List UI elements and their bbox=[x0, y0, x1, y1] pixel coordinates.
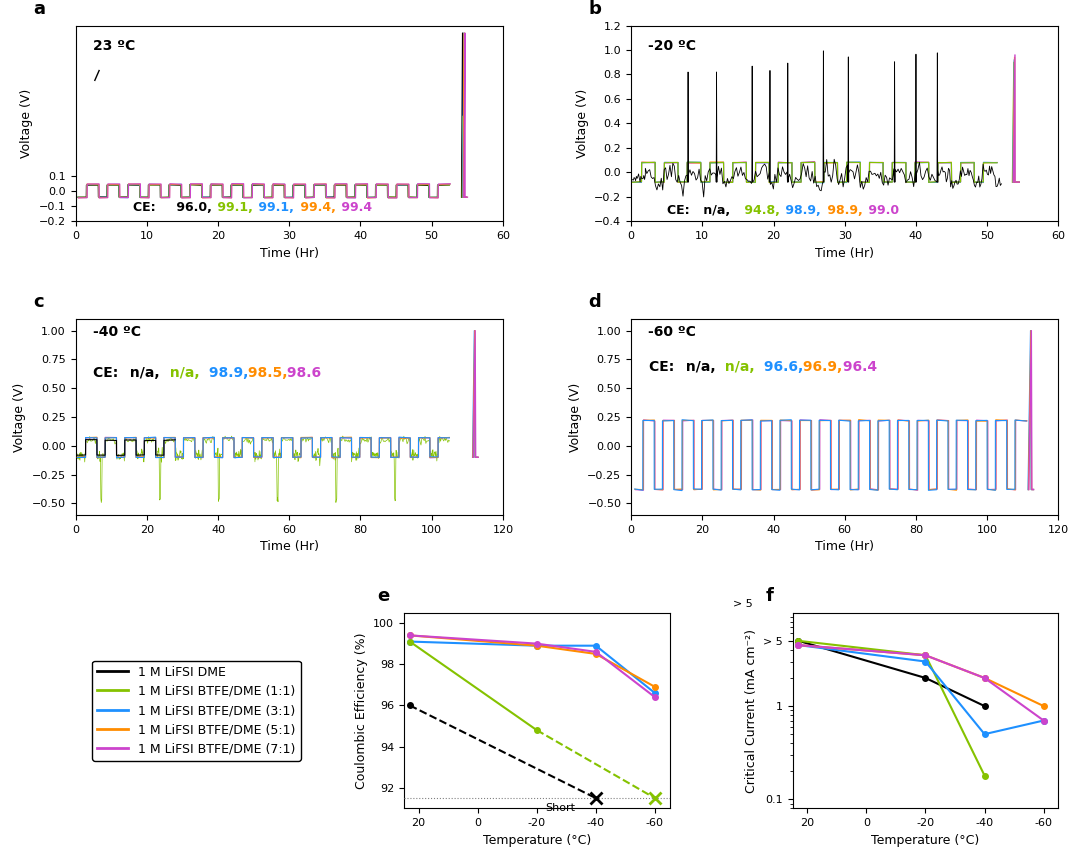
X-axis label: Temperature (°C): Temperature (°C) bbox=[872, 834, 980, 847]
Text: CE:: CE: bbox=[133, 202, 160, 214]
Text: -20 ºC: -20 ºC bbox=[648, 39, 697, 54]
Text: CE:: CE: bbox=[666, 204, 693, 217]
Text: -40 ºC: -40 ºC bbox=[93, 325, 140, 339]
Text: > 5: > 5 bbox=[733, 599, 753, 608]
Text: 23 ºC: 23 ºC bbox=[93, 39, 135, 54]
Legend: 1 M LiFSI DME, 1 M LiFSI BTFE/DME (1:1), 1 M LiFSI BTFE/DME (3:1), 1 M LiFSI BTF: 1 M LiFSI DME, 1 M LiFSI BTFE/DME (1:1),… bbox=[92, 660, 300, 761]
Y-axis label: Coulombic Efficiency (%): Coulombic Efficiency (%) bbox=[354, 632, 367, 789]
Y-axis label: Voltage (V): Voltage (V) bbox=[21, 89, 33, 158]
X-axis label: Time (Hr): Time (Hr) bbox=[260, 540, 319, 553]
Text: n/a,: n/a, bbox=[681, 360, 716, 374]
Text: 96.4: 96.4 bbox=[838, 360, 877, 374]
Text: b: b bbox=[589, 0, 602, 18]
Text: 98.9,: 98.9, bbox=[823, 204, 863, 217]
Text: 96.0,: 96.0, bbox=[172, 202, 212, 214]
Text: c: c bbox=[32, 294, 43, 311]
Text: 96.6,: 96.6, bbox=[759, 360, 804, 374]
Text: n/a,: n/a, bbox=[125, 366, 160, 380]
Y-axis label: Voltage (V): Voltage (V) bbox=[13, 382, 26, 452]
Text: a: a bbox=[32, 0, 45, 18]
Text: 98.6: 98.6 bbox=[282, 366, 321, 380]
Text: e: e bbox=[377, 587, 390, 605]
Text: -60 ºC: -60 ºC bbox=[648, 325, 697, 339]
Text: 99.1,: 99.1, bbox=[255, 202, 294, 214]
Text: 98.9,: 98.9, bbox=[204, 366, 248, 380]
Text: 96.9,: 96.9, bbox=[798, 360, 842, 374]
X-axis label: Temperature (°C): Temperature (°C) bbox=[483, 834, 591, 847]
Text: 99.4,: 99.4, bbox=[296, 202, 336, 214]
Text: Short: Short bbox=[545, 803, 576, 814]
Text: n/a,: n/a, bbox=[699, 204, 730, 217]
Text: CE:: CE: bbox=[649, 360, 679, 374]
X-axis label: Time (Hr): Time (Hr) bbox=[815, 247, 874, 260]
Y-axis label: Voltage (V): Voltage (V) bbox=[576, 89, 589, 158]
Text: 99.4: 99.4 bbox=[337, 202, 373, 214]
Text: 94.8,: 94.8, bbox=[740, 204, 780, 217]
Text: 99.0: 99.0 bbox=[864, 204, 900, 217]
Y-axis label: Voltage (V): Voltage (V) bbox=[569, 382, 582, 452]
Text: n/a,: n/a, bbox=[164, 366, 199, 380]
Text: n/a,: n/a, bbox=[720, 360, 755, 374]
Text: 98.5,: 98.5, bbox=[243, 366, 287, 380]
Text: 98.9,: 98.9, bbox=[781, 204, 821, 217]
X-axis label: Time (Hr): Time (Hr) bbox=[260, 247, 319, 260]
Text: f: f bbox=[766, 587, 774, 605]
Text: CE:: CE: bbox=[93, 366, 123, 380]
Text: 99.1,: 99.1, bbox=[213, 202, 253, 214]
Y-axis label: Critical Current (mA cm⁻²): Critical Current (mA cm⁻²) bbox=[744, 629, 757, 792]
Text: d: d bbox=[589, 294, 602, 311]
X-axis label: Time (Hr): Time (Hr) bbox=[815, 540, 874, 553]
